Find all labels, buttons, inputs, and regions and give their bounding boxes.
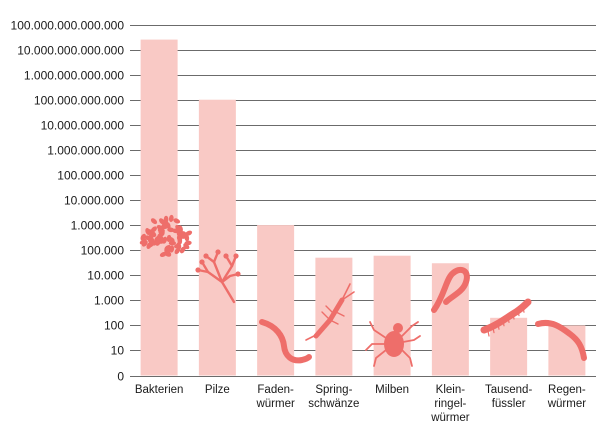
category-label-0-line-0: Bakterien <box>135 384 184 396</box>
category-label-5-line-0: Klein- <box>436 384 466 396</box>
earthworm-icon <box>535 320 587 361</box>
category-label-6-line-0: Tausend- <box>485 384 532 396</box>
millipede-icon <box>480 298 532 337</box>
bar-mite <box>373 255 411 376</box>
y-tick-label-3: 1.000 <box>94 294 124 308</box>
y-axis-tick-labels: 0 10 100 1.000 10.000 100.000 1.000.000 10.000.… <box>11 19 125 384</box>
category-label-7-line-1: würmer <box>547 398 587 410</box>
y-tick-label-0: 0 <box>117 370 124 384</box>
y-tick-label-2: 100 <box>104 319 124 333</box>
category-label-4-line-0: Milben <box>375 384 409 396</box>
y-tick-label-6: 1.000.000 <box>71 219 125 233</box>
y-tick-label-9: 1.000.000.000 <box>47 144 124 158</box>
bacteria-icon <box>139 214 193 257</box>
y-tick-label-13: 10.000.000.000.000 <box>17 44 124 58</box>
category-label-2-line-0: Faden- <box>257 384 294 396</box>
x-axis-category-labels: Bakterien Pilze Faden-würmer Spring-schwänz… <box>135 384 586 424</box>
category-label-2-line-1: würmer <box>255 398 295 410</box>
category-label-5-line-2: würmer <box>430 412 470 424</box>
bar-fungus <box>198 99 236 376</box>
category-label-3-line-1: schwänze <box>308 398 359 410</box>
y-tick-label-12: 1.000.000.000.000 <box>24 69 124 83</box>
y-tick-label-7: 10.000.000 <box>64 194 124 208</box>
category-label-1-line-0: Pilze <box>205 384 230 396</box>
bar-bacteria <box>140 39 178 376</box>
category-label-5-line-1: ringel- <box>434 398 466 410</box>
y-tick-label-14: 100.000.000.000.000 <box>11 19 125 33</box>
y-tick-label-8: 100.000.000 <box>57 169 124 183</box>
fungus-icon <box>195 249 241 304</box>
y-tick-label-5: 100.000 <box>81 244 125 258</box>
springtail-icon <box>305 283 355 341</box>
organism-icons <box>139 214 587 367</box>
category-label-7-line-0: Regen- <box>548 384 586 396</box>
enchytraeid-worm-icon <box>431 266 470 313</box>
category-label-6-line-1: füssler <box>492 398 526 410</box>
y-tick-label-1: 10 <box>111 344 125 358</box>
y-tick-label-11: 100.000.000.000 <box>34 94 124 108</box>
y-tick-label-4: 10.000 <box>87 269 124 283</box>
nematode-icon <box>259 319 312 364</box>
mite-icon <box>365 321 421 367</box>
y-tick-label-10: 10.000.000.000 <box>41 119 125 133</box>
category-label-3-line-0: Spring- <box>315 384 352 396</box>
